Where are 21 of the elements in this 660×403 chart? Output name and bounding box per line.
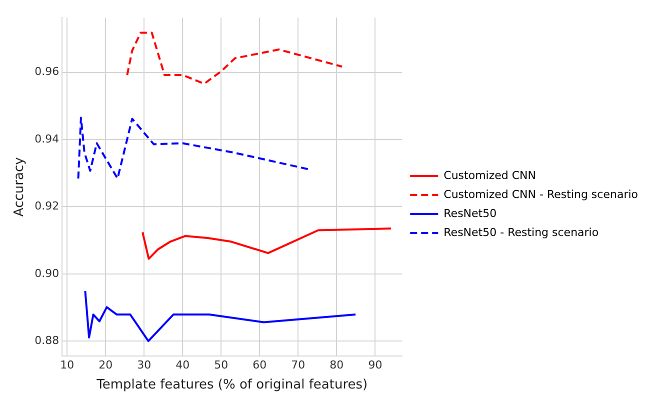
legend-label: Customized CNN bbox=[444, 168, 536, 182]
line-series bbox=[126, 32, 344, 85]
x-tick-label: 20 bbox=[98, 358, 113, 372]
x-tick-label: 90 bbox=[368, 358, 382, 372]
y-tick-label: 0.92 bbox=[34, 200, 60, 213]
y-tick-label: 0.96 bbox=[34, 65, 60, 78]
legend-label: ResNet50 - Resting scenario bbox=[444, 226, 599, 239]
x-tick-label: 60 bbox=[252, 358, 267, 372]
x-tick-label: 70 bbox=[291, 358, 306, 372]
y-axis-title: Accuracy bbox=[12, 156, 28, 217]
x-tick-label: 30 bbox=[137, 358, 152, 372]
x-tick-label: 10 bbox=[60, 358, 74, 372]
x-axis-title: Template features (% of original features) bbox=[96, 378, 368, 393]
x-tick-label: 50 bbox=[214, 358, 228, 372]
x-tick-label: 40 bbox=[176, 358, 190, 372]
legend-label: ResNet50 bbox=[444, 206, 497, 220]
y-tick-label: 0.94 bbox=[34, 132, 60, 146]
y-tick-label: 0.90 bbox=[34, 266, 60, 280]
y-tick-label: 0.88 bbox=[34, 334, 60, 347]
legend-label: Customized CNN - Resting scenario bbox=[444, 188, 638, 201]
x-tick-label: 80 bbox=[330, 358, 344, 372]
